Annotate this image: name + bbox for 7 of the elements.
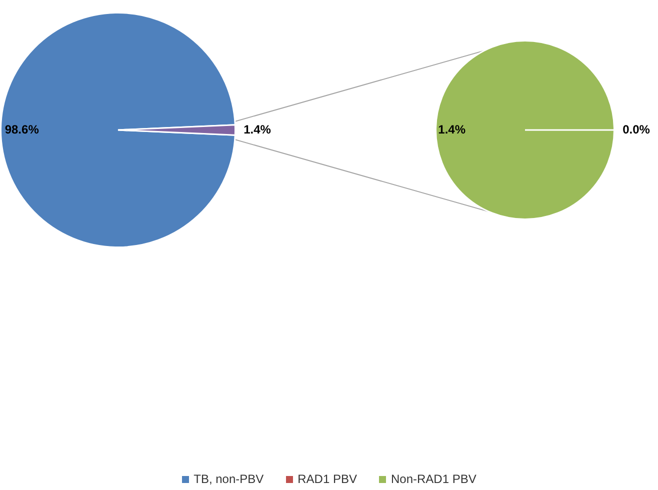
data-label: 1.4%	[244, 122, 272, 136]
text: 0.0%	[622, 122, 650, 136]
legend-label: TB, non-PBV	[192, 472, 264, 486]
legend-label: RAD1 PBV	[296, 472, 357, 486]
legend-label: Non-RAD1 PBV	[390, 472, 476, 486]
data-label: 98.6%	[4, 122, 40, 136]
data-label: 1.4%	[438, 122, 466, 136]
